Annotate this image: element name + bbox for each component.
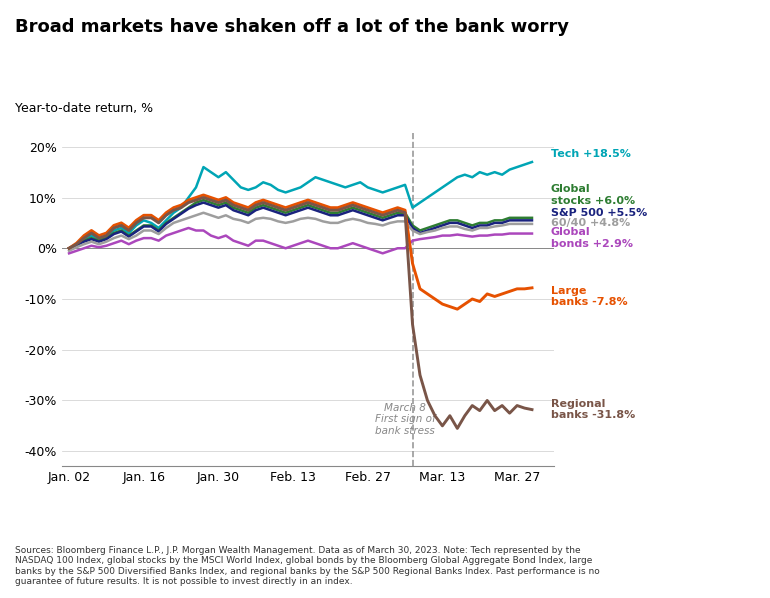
Text: Tech +18.5%: Tech +18.5%	[551, 150, 631, 160]
Text: Global
bonds +2.9%: Global bonds +2.9%	[551, 227, 633, 249]
Text: S&P 500 +5.5%: S&P 500 +5.5%	[551, 208, 647, 218]
Text: Regional
banks -31.8%: Regional banks -31.8%	[551, 399, 635, 420]
Text: Large
banks -7.8%: Large banks -7.8%	[551, 286, 628, 307]
Text: Year-to-date return, %: Year-to-date return, %	[15, 102, 153, 115]
Text: 60/40 +4.8%: 60/40 +4.8%	[551, 218, 630, 228]
Text: Global
stocks +6.0%: Global stocks +6.0%	[551, 184, 634, 206]
Text: Sources: Bloomberg Finance L.P., J.P. Morgan Wealth Management. Data as of March: Sources: Bloomberg Finance L.P., J.P. Mo…	[15, 546, 600, 586]
Text: Broad markets have shaken off a lot of the bank worry: Broad markets have shaken off a lot of t…	[15, 18, 569, 36]
Text: March 8
First sign of
bank stress: March 8 First sign of bank stress	[375, 403, 435, 436]
